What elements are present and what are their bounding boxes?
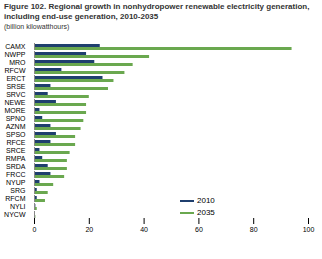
svg-text:80: 80	[250, 226, 258, 233]
html-text:2035: 2035	[197, 208, 215, 217]
svg-text:0: 0	[33, 226, 37, 233]
svg-text:SRSE: SRSE	[6, 83, 25, 90]
svg-text:ERCT: ERCT	[6, 75, 26, 82]
svg-text:SRVC: SRVC	[6, 91, 25, 98]
svg-text:60: 60	[195, 226, 203, 233]
svg-text:NEWE: NEWE	[5, 99, 26, 106]
svg-text:SRDA: SRDA	[6, 163, 26, 170]
svg-text:RFCW: RFCW	[5, 67, 26, 74]
svg-text:40: 40	[140, 226, 148, 233]
svg-text:NYCW: NYCW	[4, 211, 26, 218]
svg-text:SPSO: SPSO	[6, 131, 26, 138]
svg-text:SPNO: SPNO	[6, 115, 26, 122]
html-text:Figure 102. Regional growth in: Figure 102. Regional growth in nonhydrop…	[4, 2, 310, 21]
svg-text:FRCC: FRCC	[6, 171, 25, 178]
svg-text:20: 20	[85, 226, 93, 233]
svg-text:MRO: MRO	[9, 59, 26, 66]
svg-text:RFCE: RFCE	[6, 139, 25, 146]
html-text:(billion kilowatthours): (billion kilowatthours)	[4, 23, 70, 30]
svg-text:MORE: MORE	[5, 107, 26, 114]
svg-text:NWPP: NWPP	[5, 51, 26, 58]
svg-text:RMPA: RMPA	[6, 155, 26, 162]
svg-text:SRG: SRG	[10, 187, 25, 194]
svg-text:CAMX: CAMX	[5, 43, 26, 50]
svg-text:NYLI: NYLI	[10, 203, 26, 210]
svg-text:100: 100	[303, 226, 315, 233]
svg-text:NYUP: NYUP	[6, 179, 26, 186]
svg-text:AZNM: AZNM	[6, 123, 26, 130]
svg-text:SRCE: SRCE	[6, 147, 26, 154]
html-text:2010: 2010	[197, 196, 215, 205]
svg-text:RFCM: RFCM	[5, 195, 25, 202]
